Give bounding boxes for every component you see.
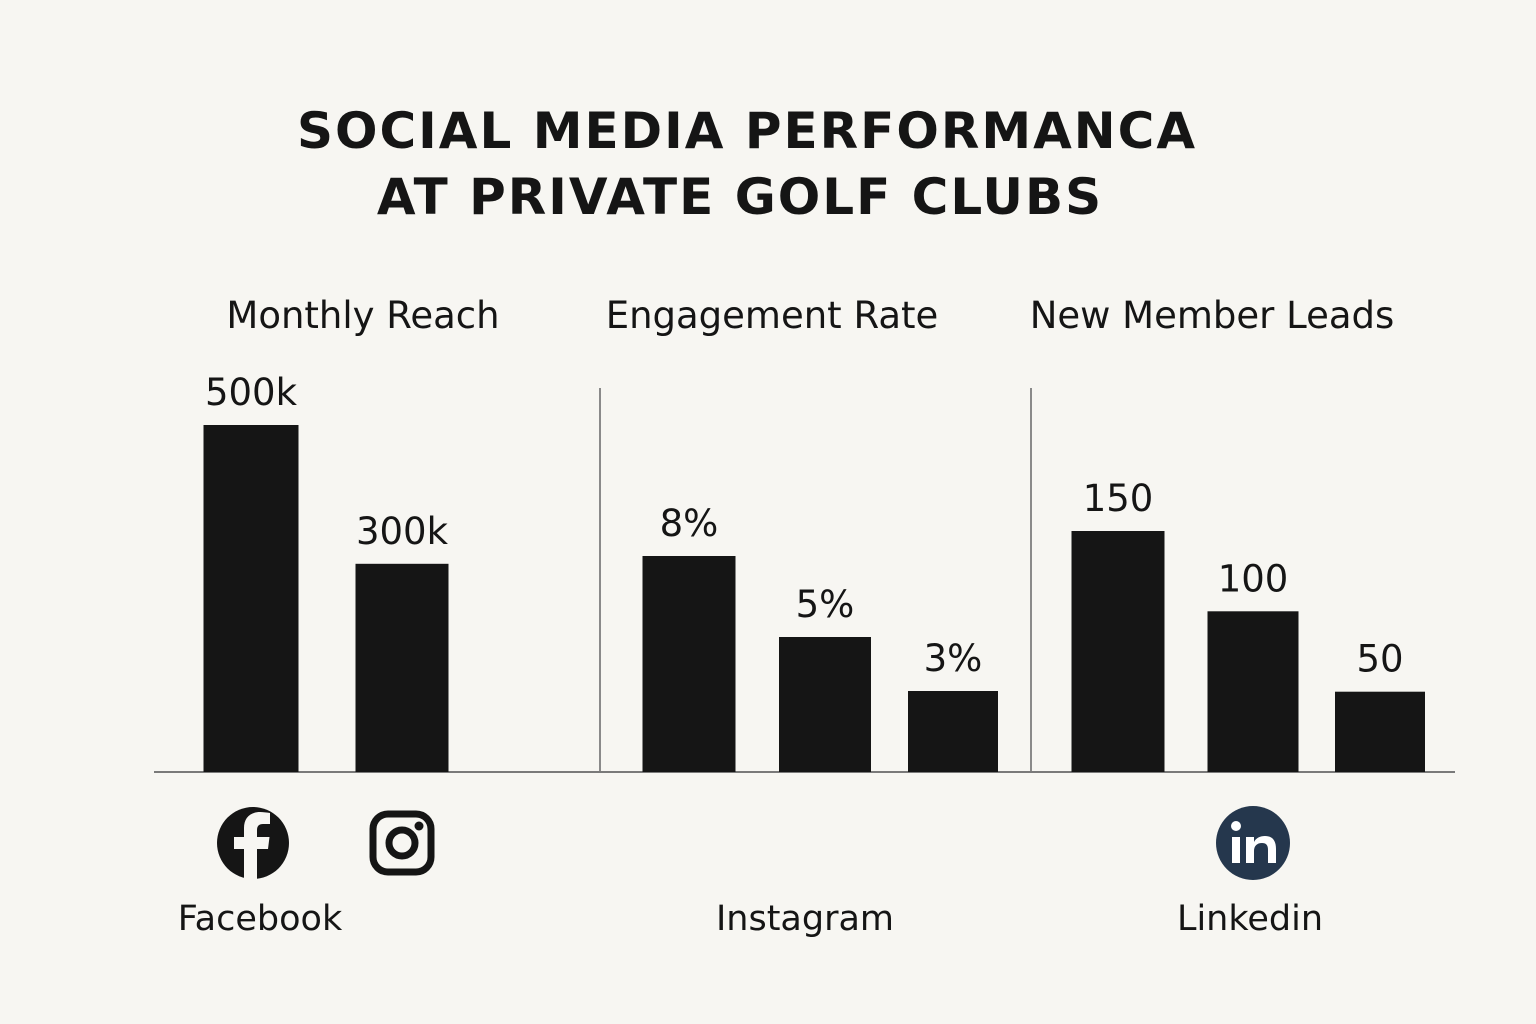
bar-monthly-reach-1 [203, 425, 299, 772]
linkedin-icon [1216, 806, 1290, 880]
value-label-engagement-rate-3: 3% [924, 637, 983, 680]
chart-title-line-2: AT PRIVATE GOLF CLUBS [377, 168, 1103, 226]
bar-new-member-leads-1 [1071, 531, 1165, 772]
facebook-icon [217, 807, 289, 879]
platform-label-instagram: Instagram [716, 899, 894, 939]
value-label-monthly-reach-2: 300k [356, 510, 449, 553]
bar-engagement-rate-1 [642, 556, 736, 772]
bar-monthly-reach-2 [355, 563, 449, 772]
chart-title-line-1: SOCIAL MEDIA PERFORMANCA [297, 102, 1197, 160]
value-label-new-member-leads-3: 50 [1356, 638, 1403, 681]
instagram-icon [369, 810, 435, 876]
value-label-engagement-rate-1: 8% [660, 502, 719, 545]
platform-label-facebook: Facebook [178, 899, 343, 939]
platform-label-linkedin: Linkedin [1177, 899, 1323, 939]
bar-new-member-leads-2 [1207, 611, 1299, 772]
value-label-engagement-rate-2: 5% [796, 583, 855, 626]
value-label-new-member-leads-1: 150 [1083, 477, 1154, 520]
bar-engagement-rate-3 [908, 691, 998, 772]
value-label-new-member-leads-2: 100 [1218, 557, 1289, 600]
bar-groups: 500k 300k 8% 5% 3% 150 100 50 [203, 371, 1425, 772]
bar-new-member-leads-3 [1335, 691, 1425, 772]
panel-title-engagement-rate: Engagement Rate [606, 294, 939, 337]
value-label-monthly-reach-1: 500k [205, 371, 298, 414]
bar-engagement-rate-2 [779, 637, 871, 772]
panel-title-monthly-reach: Monthly Reach [226, 294, 499, 337]
panel-title-new-member-leads: New Member Leads [1030, 294, 1395, 337]
